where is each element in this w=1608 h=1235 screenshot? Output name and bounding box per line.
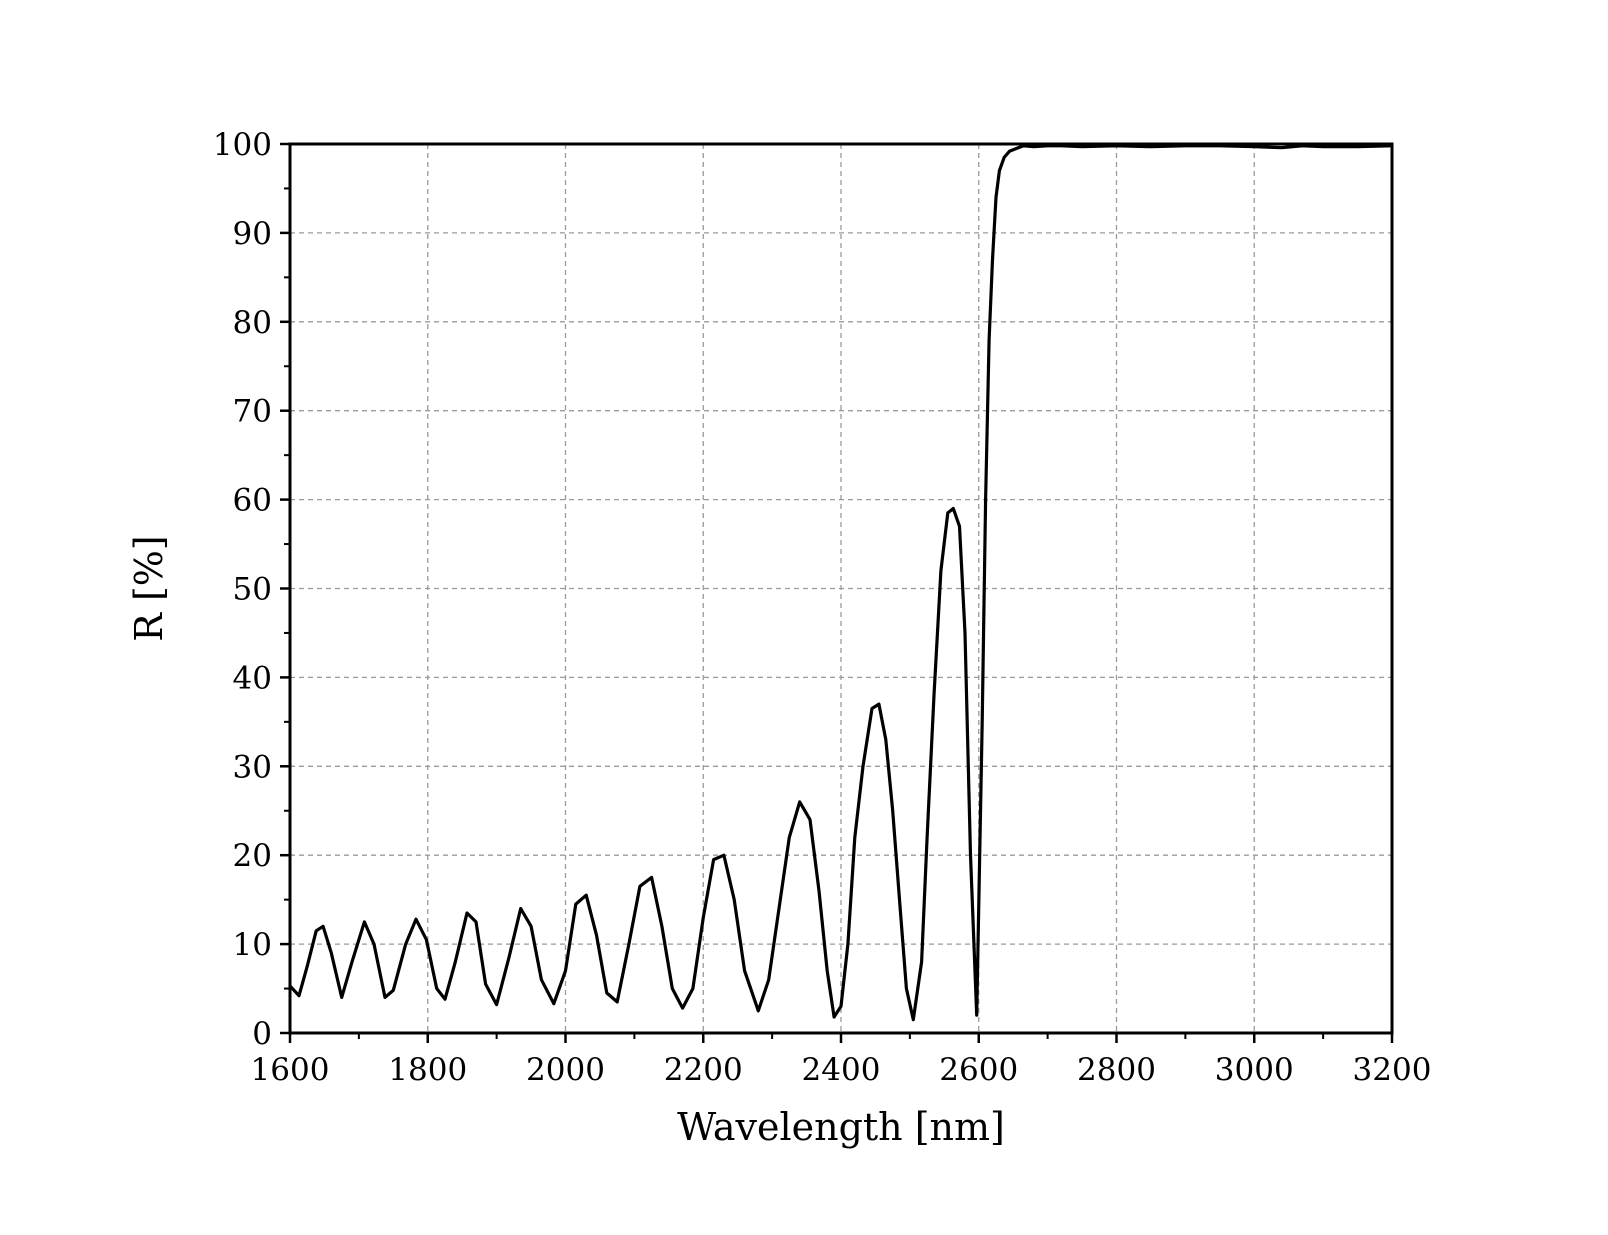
y-tick-label: 30 bbox=[233, 749, 272, 785]
x-tick-labels: 1600 1800 2000 2200 2400 2600 2800 3000 3200 bbox=[251, 1052, 1432, 1088]
y-tick-label: 90 bbox=[233, 216, 272, 252]
x-tick-label: 1600 bbox=[251, 1052, 330, 1088]
y-tick-label: 0 bbox=[252, 1016, 272, 1052]
x-tick-label: 2400 bbox=[802, 1052, 881, 1088]
x-tick-label: 2800 bbox=[1077, 1052, 1156, 1088]
series-layer bbox=[288, 144, 1394, 1022]
x-tick-label: 2200 bbox=[664, 1052, 743, 1088]
x-tick-label: 3200 bbox=[1353, 1052, 1432, 1088]
major-tick-layer bbox=[280, 142, 1394, 1043]
y-tick-label: 50 bbox=[233, 572, 272, 608]
minor-tick-layer bbox=[284, 187, 1325, 1039]
y-tick-label: 10 bbox=[233, 927, 272, 963]
grid-layer bbox=[290, 144, 1392, 1033]
y-tick-label: 60 bbox=[233, 483, 272, 519]
y-tick-label: 100 bbox=[213, 127, 272, 163]
y-axis-title: R [%] bbox=[127, 535, 171, 641]
y-tick-label: 70 bbox=[233, 394, 272, 430]
x-tick-label: 1800 bbox=[388, 1052, 467, 1088]
plot-area-frame bbox=[288, 142, 1394, 1035]
x-tick-label: 2000 bbox=[526, 1052, 605, 1088]
y-tick-labels: 0 10 20 30 40 50 60 70 80 90 100 bbox=[213, 127, 272, 1052]
y-tick-label: 80 bbox=[233, 305, 272, 341]
y-tick-label: 20 bbox=[233, 838, 272, 874]
y-tick-label: 40 bbox=[233, 660, 272, 696]
series-line bbox=[288, 144, 1394, 1022]
x-tick-label: 3000 bbox=[1215, 1052, 1294, 1088]
x-axis-title: Wavelength [nm] bbox=[677, 1105, 1005, 1149]
x-tick-label: 2600 bbox=[939, 1052, 1018, 1088]
